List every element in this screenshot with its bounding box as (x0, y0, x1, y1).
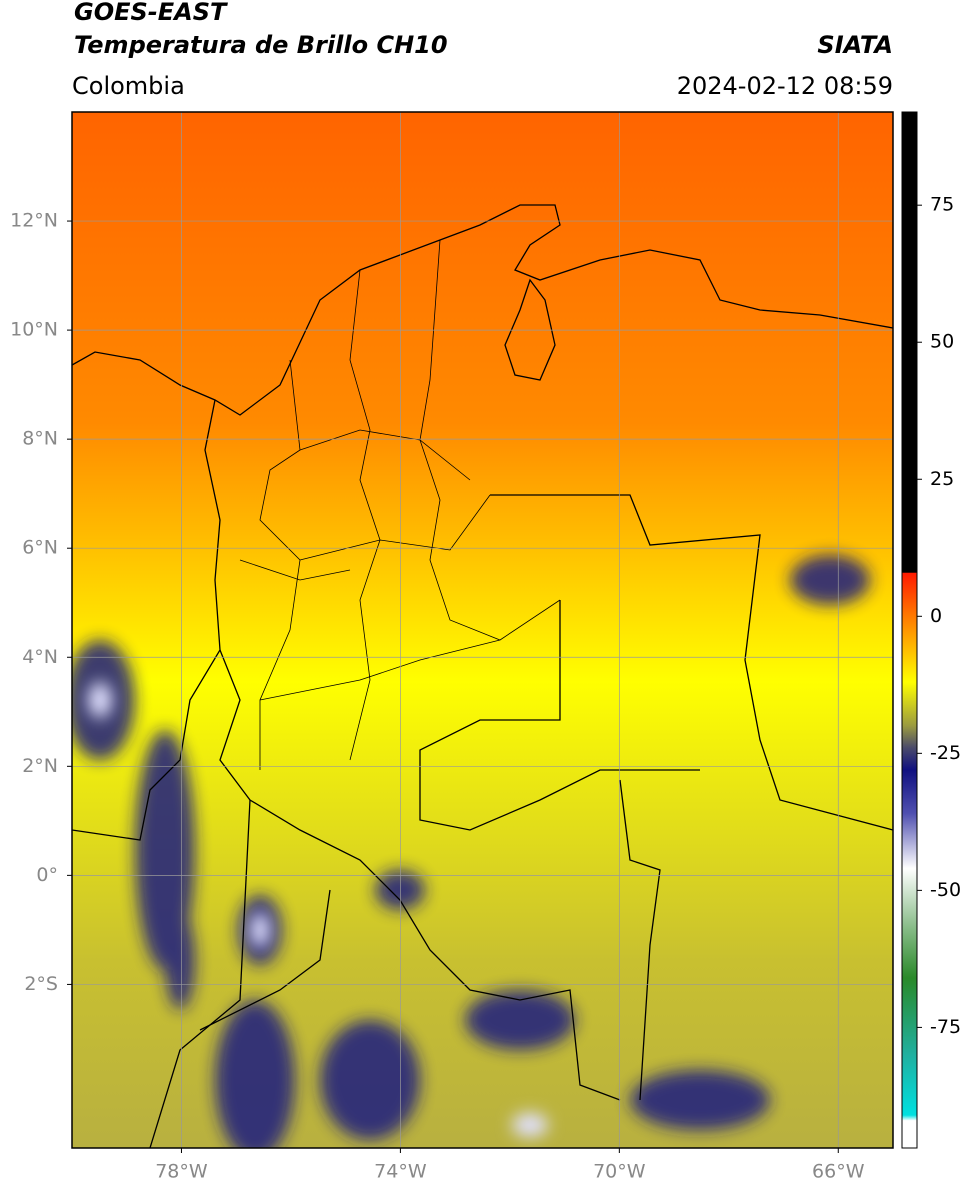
x-tick-label: 78°W (155, 1161, 208, 1183)
title: Temperatura de Brillo CH10 (74, 31, 448, 59)
region: Colombia (72, 72, 185, 100)
colorbar-label: 75 (930, 194, 954, 216)
timestamp: 2024-02-12 08:59 (677, 72, 893, 100)
y-tick-label: 6°N (22, 537, 58, 559)
agency: SIATA (817, 31, 893, 59)
colorbar-label: 0 (930, 605, 942, 627)
colorbar-fill (901, 111, 918, 1149)
y-tick-label: 0° (36, 864, 58, 886)
imagery (72, 112, 893, 1148)
x-tick-label: 66°W (812, 1161, 865, 1183)
colorbar-label: 50 (930, 331, 954, 353)
y-tick-label: 12°N (10, 210, 58, 232)
y-tick-label: 10°N (10, 319, 58, 341)
departments (239, 239, 561, 770)
colorbar-label: -75 (930, 1016, 961, 1038)
colorbar-label: -50 (930, 879, 961, 901)
coldest (88, 682, 548, 1137)
x-tick-label: 74°W (374, 1161, 427, 1183)
source: GOES-EAST (74, 0, 228, 26)
graticule (72, 112, 893, 1148)
y-tick-label: 8°N (22, 428, 58, 450)
colorbar-label: -25 (930, 742, 961, 764)
y-tick-label: 2°N (22, 755, 58, 777)
colorbar: 75 50 25 0 -25 -50 -75 (901, 111, 961, 1149)
y-tick-label: 4°N (22, 646, 58, 668)
colorbar-label: 25 (930, 468, 954, 490)
y-tick-label: 2°S (24, 973, 58, 995)
coastlines (72, 204, 893, 1148)
x-tick-label: 70°W (593, 1161, 646, 1183)
map-frame (71, 111, 894, 1149)
field (72, 112, 893, 1148)
